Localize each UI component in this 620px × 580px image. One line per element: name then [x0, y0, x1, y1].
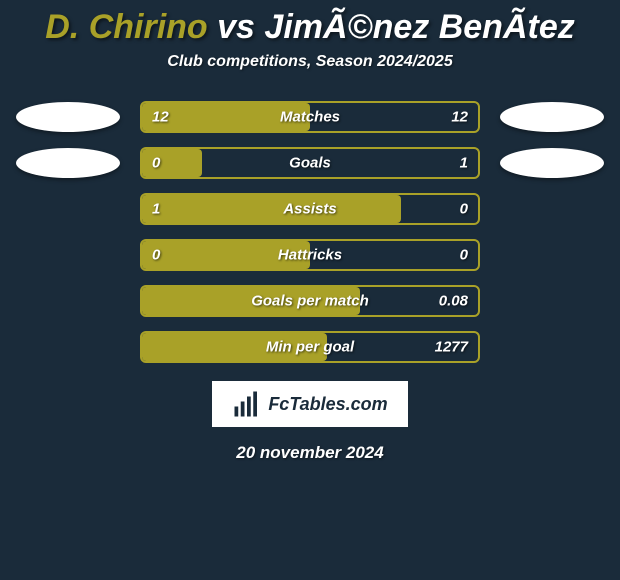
- page-title: D. Chirino vs JimÃ©nez BenÃ­tez: [0, 0, 620, 53]
- stat-value-right: 12: [451, 109, 468, 126]
- stat-label: Matches: [280, 109, 340, 126]
- brand-logo-box: FcTables.com: [212, 381, 408, 427]
- brand-text: FcTables.com: [268, 394, 387, 415]
- stat-value-left: 0: [152, 155, 160, 172]
- stat-row: 0 Goals 1: [0, 147, 620, 179]
- stat-label: Goals: [289, 155, 331, 172]
- stat-rows-container: 12 Matches 12 0 Goals 1 1 Assists 0 0 Hattricks 0 Go…: [0, 101, 620, 363]
- stat-value-right: 1: [460, 155, 468, 172]
- stat-bar: 0 Goals 1: [140, 147, 480, 179]
- stat-value-left: 12: [152, 109, 169, 126]
- team-badge-left: [16, 102, 120, 132]
- player1-name: D. Chirino: [45, 8, 207, 46]
- date-line: 20 november 2024: [0, 443, 620, 463]
- stat-value-right: 0.08: [439, 293, 468, 310]
- stat-bar: 1 Assists 0: [140, 193, 480, 225]
- bar-fill-right: [202, 149, 478, 177]
- stat-value-left: 0: [152, 247, 160, 264]
- chart-icon: [232, 389, 262, 419]
- stat-label: Min per goal: [266, 339, 354, 356]
- stat-row: Min per goal 1277: [0, 331, 620, 363]
- stat-value-right: 0: [460, 247, 468, 264]
- stat-row: 12 Matches 12: [0, 101, 620, 133]
- stat-label: Hattricks: [278, 247, 342, 264]
- team-badge-right: [500, 148, 604, 178]
- player2-name: JimÃ©nez BenÃ­tez: [264, 8, 574, 46]
- stat-value-left: 1: [152, 201, 160, 218]
- bar-fill-left: [142, 195, 401, 223]
- team-badge-left: [16, 148, 120, 178]
- stat-bar: Goals per match 0.08: [140, 285, 480, 317]
- stat-label: Goals per match: [251, 293, 369, 310]
- stat-bar: 12 Matches 12: [140, 101, 480, 133]
- vs-text: vs: [208, 8, 265, 46]
- stat-bar: 0 Hattricks 0: [140, 239, 480, 271]
- stat-value-right: 0: [460, 201, 468, 218]
- stat-row: Goals per match 0.08: [0, 285, 620, 317]
- team-badge-right: [500, 102, 604, 132]
- stat-bar: Min per goal 1277: [140, 331, 480, 363]
- stat-row: 1 Assists 0: [0, 193, 620, 225]
- stat-row: 0 Hattricks 0: [0, 239, 620, 271]
- subtitle: Club competitions, Season 2024/2025: [0, 53, 620, 71]
- stat-label: Assists: [283, 201, 336, 218]
- stat-value-right: 1277: [435, 339, 468, 356]
